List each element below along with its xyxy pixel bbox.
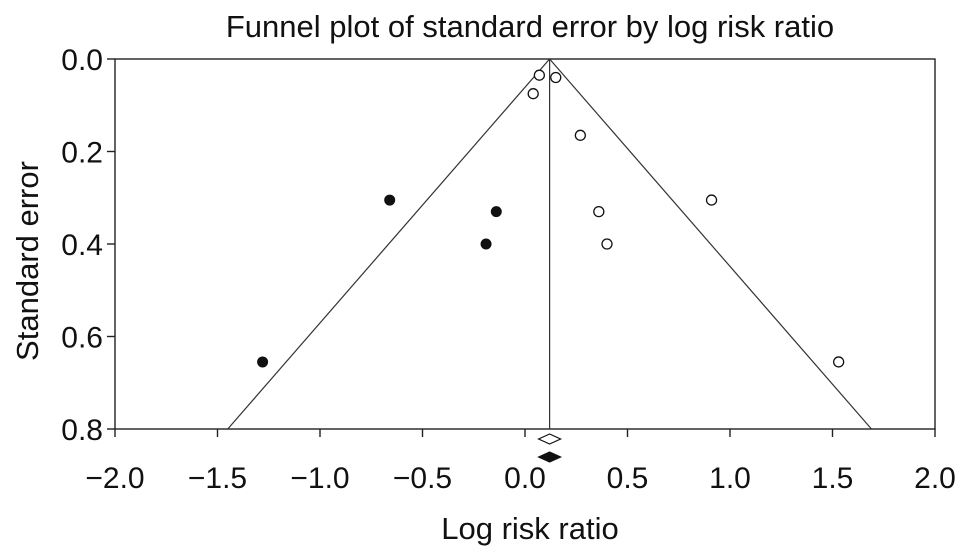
imputed-study-point [480,238,492,250]
y-tick-label: 0.0 [61,44,103,77]
x-tick-label: 2.0 [914,462,956,495]
y-tick-label: 0.2 [61,137,103,170]
y-axis: 0.0 0.2 0.4 0.6 0.8 [61,44,115,447]
x-tick-label: 0.5 [607,462,649,495]
observed-study-point [574,129,586,141]
observed-study-point [601,238,613,250]
observed-study-point [550,71,562,84]
y-tick-label: 0.4 [61,229,103,262]
x-tick-label: 1.5 [812,462,854,495]
summary-markers [537,433,563,463]
observed-study-point [705,194,718,206]
x-tick-label: 1.0 [709,462,751,495]
data-points [257,69,845,368]
funnel-lines [227,58,872,430]
imputed-study-point [257,356,269,368]
x-axis-label: Log risk ratio [441,511,618,546]
imputed-study-point [490,206,502,218]
x-tick-label: −1.5 [188,462,247,495]
observed-summary-diamond [537,433,563,445]
x-tick-label: 0.0 [504,462,546,495]
observed-study-point [593,205,605,218]
funnel-left-line [227,58,551,430]
funnel-right-line [549,58,872,430]
x-tick-label: −2.0 [85,462,144,495]
imputed-study-point [384,194,396,206]
y-tick-label: 0.6 [61,322,103,355]
adjusted-summary-diamond [537,451,563,463]
observed-study-point [533,69,545,81]
chart-title: Funnel plot of standard error by log ris… [226,9,834,44]
x-axis: −2.0 −1.5 −1.0 −0.5 0.0 0.5 1.0 1.5 2.0 [85,429,956,495]
x-tick-label: −0.5 [393,462,452,495]
x-tick-label: −1.0 [290,462,349,495]
plot-frame [114,58,936,430]
observed-study-point [527,88,539,100]
observed-study-point [833,356,845,368]
y-axis-label: Standard error [10,161,45,361]
y-tick-label: 0.8 [61,414,103,447]
